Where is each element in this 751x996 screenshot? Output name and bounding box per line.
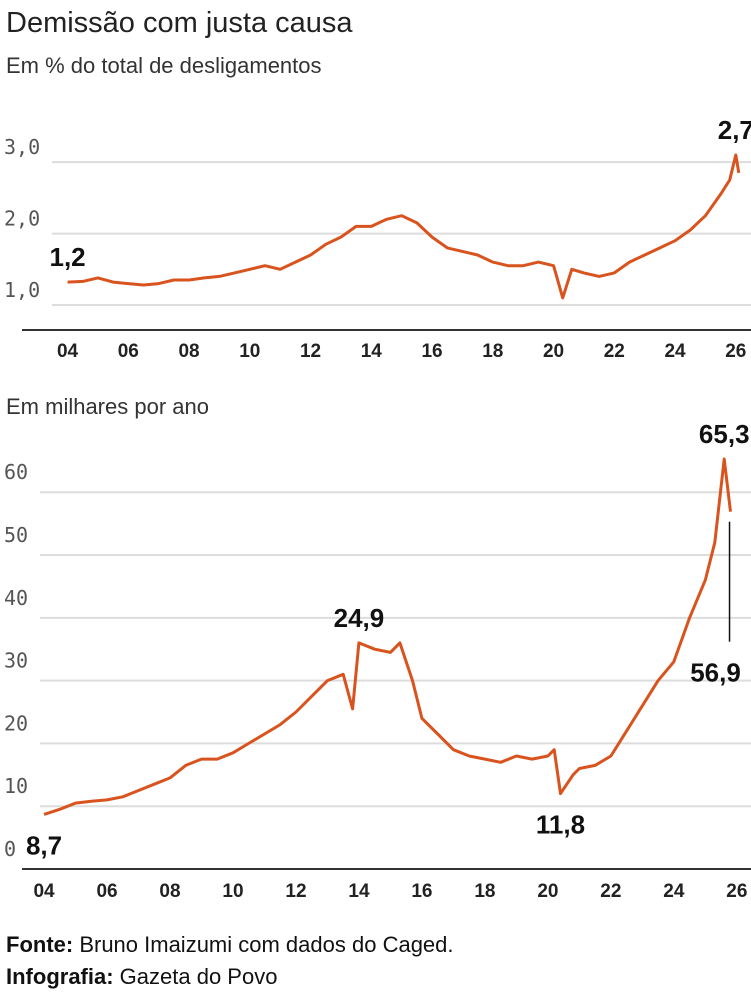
data-line <box>43 457 732 816</box>
annotation: 11,8 <box>536 810 585 840</box>
annotation: 24,9 <box>334 603 385 633</box>
x-tick-label: 20 <box>543 341 564 362</box>
x-tick-label: 18 <box>482 341 503 362</box>
y-tick-label: 3,0 <box>4 135 40 159</box>
x-tick-label: 24 <box>663 881 685 902</box>
source: Fonte: Bruno Imaizumi com dados do Caged… <box>6 932 454 957</box>
x-tick-label: 26 <box>726 881 747 902</box>
y-tick-label: 60 <box>4 460 28 484</box>
x-tick-label: 26 <box>725 341 746 362</box>
x-tick-label: 24 <box>664 341 686 362</box>
data-line <box>67 153 741 300</box>
x-tick-label: 14 <box>348 881 370 902</box>
x-tick-label: 22 <box>604 341 625 362</box>
y-tick-label: 10 <box>4 774 28 798</box>
x-tick-label: 10 <box>222 881 243 902</box>
y-tick-label: 40 <box>4 586 28 610</box>
x-tick-label: 06 <box>118 341 139 362</box>
x-tick-label: 18 <box>474 881 495 902</box>
y-tick-label: 50 <box>4 523 28 547</box>
source-text: Bruno Imaizumi com dados do Caged. <box>73 932 453 957</box>
annotation: 1,2 <box>49 242 85 272</box>
x-tick-label: 08 <box>178 341 199 362</box>
x-tick-label: 08 <box>159 881 180 902</box>
x-tick-label: 20 <box>537 881 558 902</box>
y-tick-label: 20 <box>4 711 28 735</box>
credit-label: Infografia: <box>6 964 114 989</box>
y-tick-label: 1,0 <box>4 278 40 302</box>
x-tick-label: 04 <box>33 881 55 902</box>
x-tick-label: 16 <box>411 881 432 902</box>
x-tick-label: 22 <box>600 881 621 902</box>
y-tick-label: 0 <box>4 837 16 861</box>
annotation: 8,7 <box>26 830 62 860</box>
x-tick-label: 12 <box>300 341 321 362</box>
annotation: 65,3 <box>699 419 750 449</box>
credit-text: Gazeta do Povo <box>114 964 278 989</box>
x-tick-label: 06 <box>96 881 117 902</box>
x-tick-label: 10 <box>239 341 260 362</box>
x-tick-label: 12 <box>285 881 306 902</box>
credit: Infografia: Gazeta do Povo <box>6 964 277 989</box>
x-tick-label: 14 <box>361 341 383 362</box>
y-tick-label: 30 <box>4 649 28 673</box>
chart-subtitle: Em milhares por ano <box>6 394 209 419</box>
annotation: 56,9 <box>690 658 741 688</box>
y-tick-label: 2,0 <box>4 207 40 231</box>
chart-subtitle: Em % do total de desligamentos <box>6 53 322 78</box>
chart-title: Demissão com justa causa <box>6 7 353 39</box>
x-tick-label: 16 <box>421 341 442 362</box>
source-label: Fonte: <box>6 932 73 957</box>
x-tick-label: 04 <box>57 341 79 362</box>
annotation: 2,7 <box>718 115 751 145</box>
